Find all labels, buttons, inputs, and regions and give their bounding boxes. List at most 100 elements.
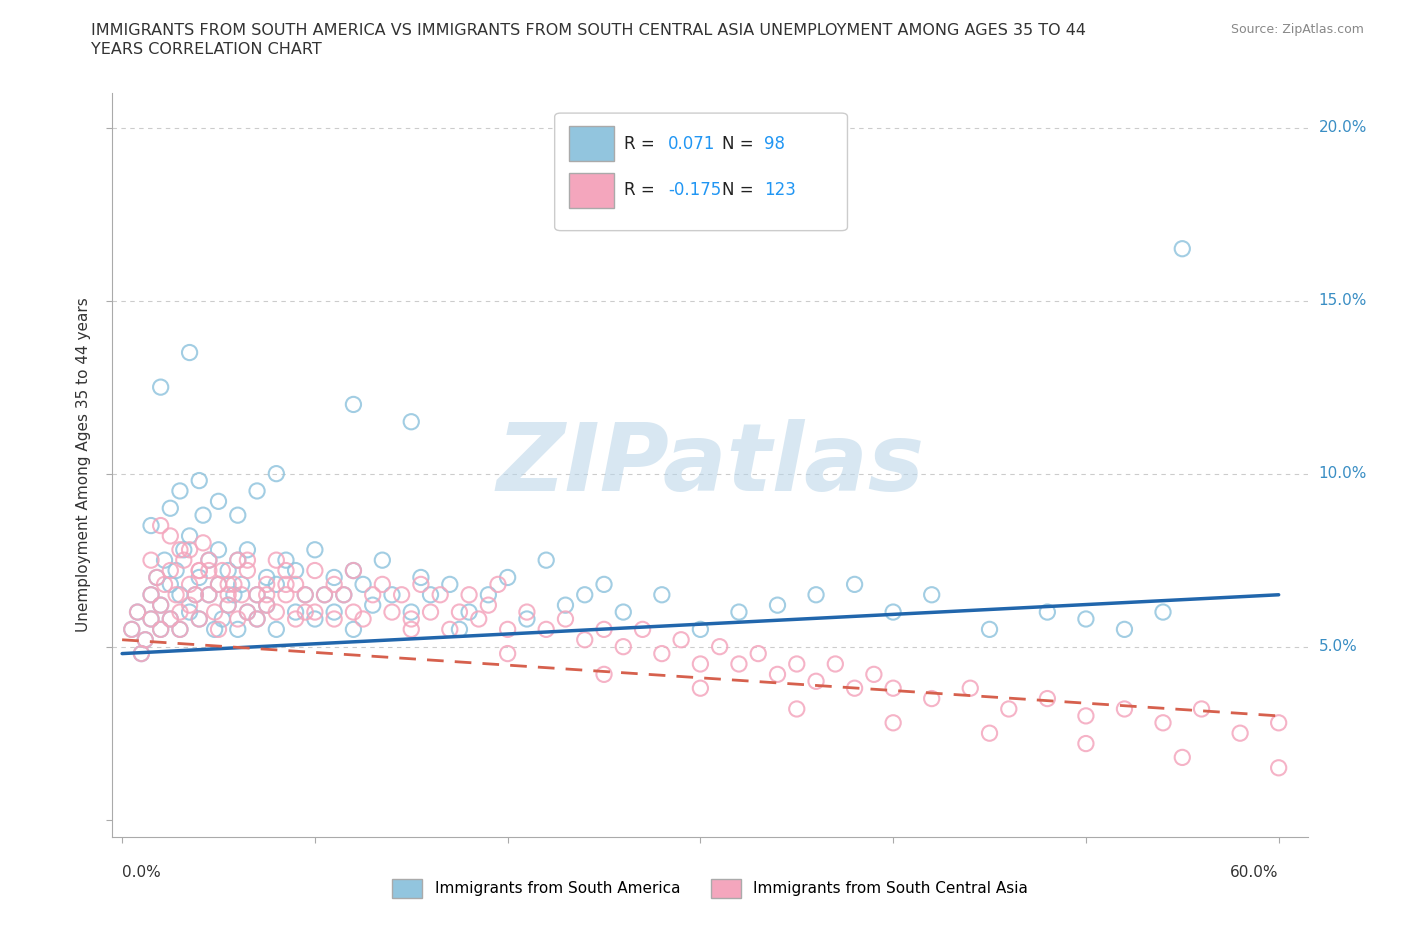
Point — [173, 552, 195, 567]
Text: 0.0%: 0.0% — [122, 865, 160, 880]
Text: 5.0%: 5.0% — [1319, 639, 1357, 654]
Point — [419, 604, 441, 619]
Text: 60.0%: 60.0% — [1230, 865, 1278, 880]
Point — [333, 588, 356, 603]
Y-axis label: Unemployment Among Ages 35 to 44 years: Unemployment Among Ages 35 to 44 years — [76, 298, 91, 632]
Point — [217, 598, 239, 613]
Point — [207, 577, 229, 591]
Point — [294, 588, 316, 603]
Point — [689, 657, 711, 671]
Point — [342, 397, 364, 412]
Point — [169, 604, 191, 619]
Point — [179, 528, 201, 543]
Point — [179, 542, 201, 557]
Point — [266, 577, 288, 591]
Point — [159, 563, 181, 578]
Point — [1171, 750, 1194, 764]
Point — [179, 345, 201, 360]
Point — [314, 588, 336, 603]
Point — [131, 646, 153, 661]
Point — [198, 588, 221, 603]
Point — [863, 667, 886, 682]
Point — [131, 646, 153, 661]
Text: 10.0%: 10.0% — [1319, 466, 1367, 481]
Point — [274, 588, 297, 603]
Point — [998, 701, 1021, 716]
FancyBboxPatch shape — [569, 126, 614, 162]
Point — [226, 552, 249, 567]
Point — [342, 563, 364, 578]
Point — [467, 612, 489, 627]
Point — [207, 622, 229, 637]
Point — [139, 612, 162, 627]
Point — [1074, 737, 1097, 751]
Point — [371, 552, 394, 567]
Point — [747, 646, 769, 661]
Point — [256, 598, 278, 613]
Point — [266, 552, 288, 567]
Point — [179, 598, 201, 613]
Point — [323, 612, 346, 627]
Point — [381, 588, 404, 603]
Point — [554, 598, 576, 613]
Point — [844, 577, 866, 591]
Point — [146, 570, 169, 585]
Point — [184, 588, 207, 603]
Point — [651, 646, 673, 661]
Point — [165, 563, 187, 578]
Text: R =: R = — [624, 135, 659, 153]
Point — [159, 612, 181, 627]
FancyBboxPatch shape — [569, 173, 614, 208]
Point — [188, 473, 211, 488]
Point — [401, 414, 423, 429]
Text: 20.0%: 20.0% — [1319, 120, 1367, 135]
Text: ZIPatlas: ZIPatlas — [496, 419, 924, 511]
Point — [146, 570, 169, 585]
Point — [198, 552, 221, 567]
Point — [159, 501, 181, 516]
Point — [188, 612, 211, 627]
Point — [401, 622, 423, 637]
Point — [165, 588, 187, 603]
Point — [198, 563, 221, 578]
Point — [246, 484, 269, 498]
Text: -0.175: -0.175 — [668, 180, 721, 199]
Point — [304, 604, 326, 619]
Point — [921, 588, 943, 603]
Point — [294, 604, 316, 619]
Point — [669, 632, 692, 647]
Point — [217, 577, 239, 591]
Point — [574, 632, 596, 647]
Text: N =: N = — [723, 135, 759, 153]
Point — [169, 622, 191, 637]
Point — [449, 604, 471, 619]
Point — [149, 622, 172, 637]
Point — [844, 681, 866, 696]
Point — [149, 379, 172, 394]
Point — [169, 542, 191, 557]
Point — [979, 725, 1001, 740]
Point — [554, 612, 576, 627]
Point — [231, 577, 253, 591]
Point — [217, 563, 239, 578]
Text: 98: 98 — [763, 135, 785, 153]
Point — [766, 598, 789, 613]
Point — [1171, 241, 1194, 256]
Point — [496, 646, 519, 661]
Point — [401, 612, 423, 627]
Point — [486, 577, 509, 591]
Point — [979, 622, 1001, 637]
Point — [1114, 701, 1136, 716]
Text: 123: 123 — [763, 180, 796, 199]
Point — [477, 588, 499, 603]
Point — [352, 612, 374, 627]
Point — [458, 604, 481, 619]
Point — [1229, 725, 1251, 740]
Point — [139, 588, 162, 603]
Point — [217, 588, 239, 603]
Point — [882, 681, 904, 696]
Point — [231, 588, 253, 603]
Point — [284, 612, 307, 627]
Point — [284, 604, 307, 619]
Point — [139, 552, 162, 567]
